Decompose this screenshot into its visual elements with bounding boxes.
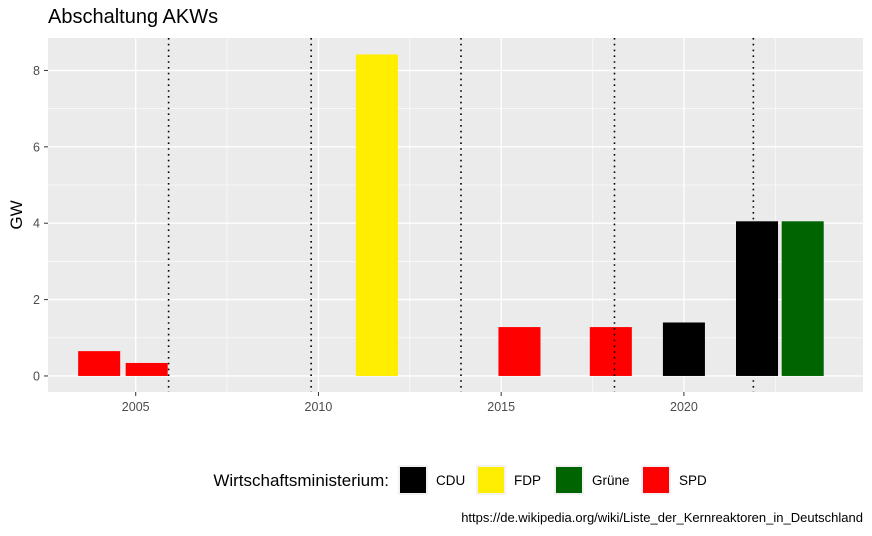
y-axis-label: GW	[7, 200, 26, 229]
legend-key-swatch	[400, 467, 426, 493]
legend-label: Grüne	[592, 473, 630, 488]
grid-minor	[48, 38, 863, 392]
term-change-lines	[167, 38, 755, 392]
legend-key-swatch	[478, 467, 504, 493]
bar	[78, 351, 121, 376]
bar	[662, 322, 705, 376]
x-tick-label: 2010	[305, 400, 333, 414]
bar	[589, 327, 632, 376]
chart-title: Abschaltung AKWs	[48, 6, 219, 28]
legend-title: Wirtschaftsministerium:	[213, 471, 389, 490]
x-axis: 2005 2010 2015 2020	[122, 392, 698, 414]
y-tick-label: 6	[33, 140, 40, 154]
y-tick-label: 0	[33, 369, 40, 383]
legend: Wirtschaftsministerium: CDU FDP Grüne SPD	[213, 465, 707, 495]
legend-label: FDP	[514, 473, 541, 488]
y-axis: 0 2 4 6 8	[33, 64, 48, 383]
plot-panel	[48, 38, 863, 392]
y-tick-label: 8	[33, 64, 40, 78]
bar	[125, 362, 168, 376]
source-caption: https://de.wikipedia.org/wiki/Liste_der_…	[461, 510, 863, 525]
legend-label: CDU	[436, 473, 465, 488]
bar	[355, 54, 398, 376]
legend-key-swatch	[556, 467, 582, 493]
legend-key-swatch	[643, 467, 669, 493]
y-tick-label: 2	[33, 293, 40, 307]
bar	[498, 327, 541, 376]
bar	[735, 221, 779, 376]
y-tick-label: 4	[33, 217, 40, 231]
bars	[78, 54, 824, 376]
legend-label: SPD	[679, 473, 707, 488]
x-tick-label: 2005	[122, 400, 150, 414]
bar	[781, 221, 824, 376]
x-tick-label: 2020	[670, 400, 698, 414]
x-tick-label: 2015	[487, 400, 515, 414]
